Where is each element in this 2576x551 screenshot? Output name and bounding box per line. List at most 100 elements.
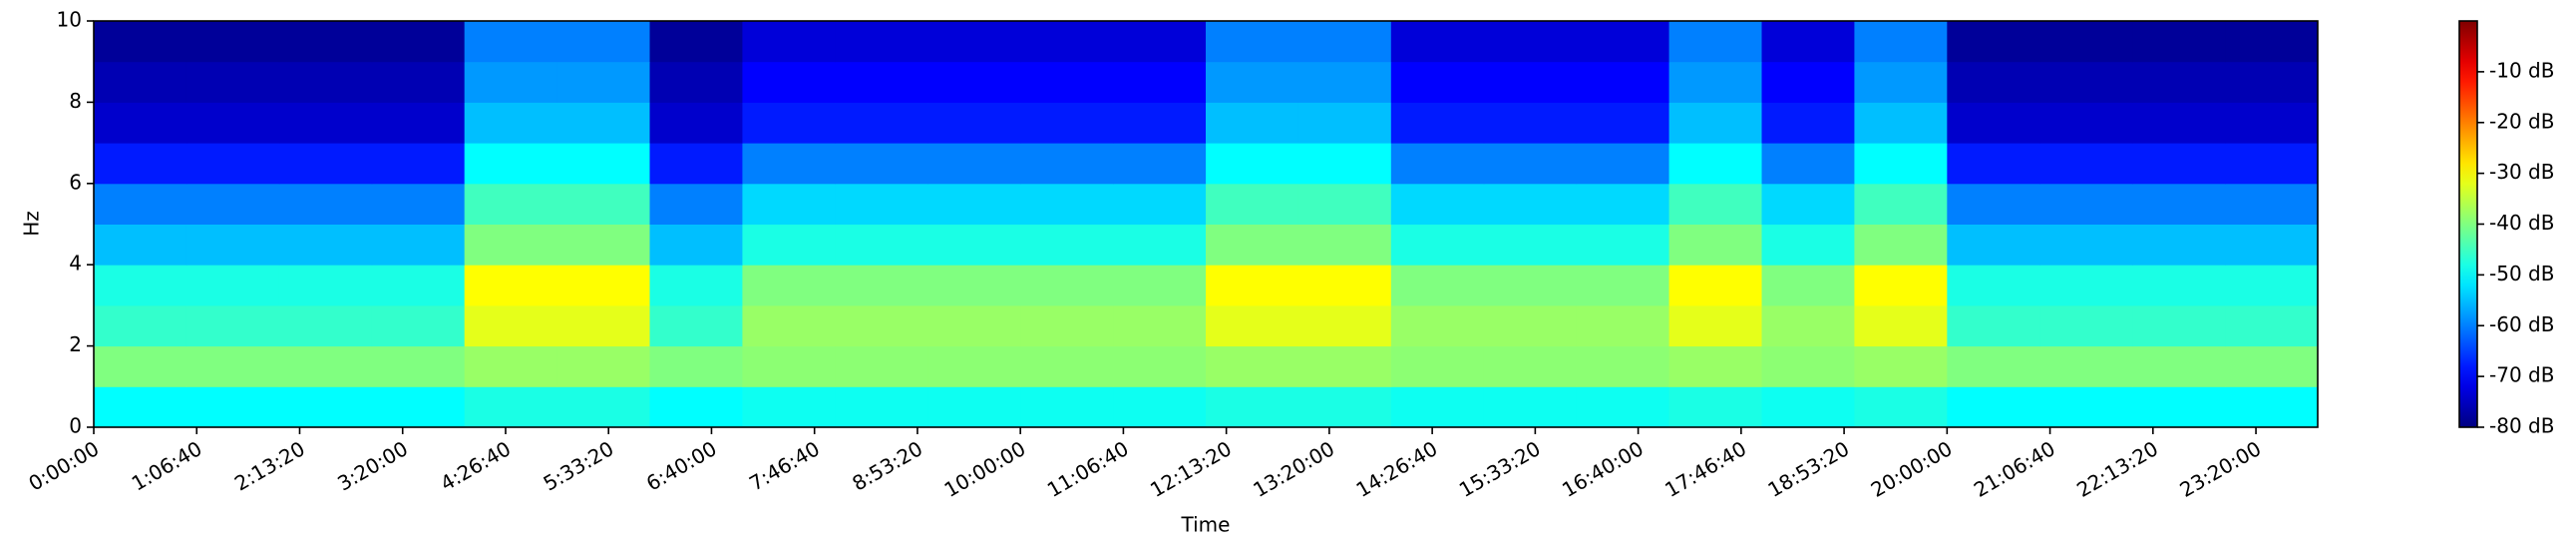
cell (649, 304, 743, 347)
cell (1576, 21, 1670, 63)
cell (835, 143, 928, 185)
x-tick-label: 18:53:20 (1764, 436, 1854, 502)
x-tick-label: 20:00:00 (1867, 436, 1957, 502)
cell (835, 102, 928, 144)
cell (185, 61, 280, 103)
cell (1113, 265, 1207, 306)
cell (94, 143, 187, 185)
cell (185, 265, 280, 306)
cell (835, 345, 928, 387)
cell (371, 183, 466, 225)
cell (2225, 102, 2319, 144)
cell (1206, 61, 1299, 103)
cell (556, 183, 650, 225)
cell (556, 61, 650, 103)
cell (464, 345, 558, 387)
cell (1668, 304, 1762, 347)
cell (835, 265, 928, 306)
cell (556, 265, 650, 306)
cell (1206, 304, 1299, 347)
cell (464, 265, 558, 306)
colorbar-tick-label: -80 dB (2489, 414, 2554, 438)
cell (742, 304, 836, 347)
y-tick-label: 8 (69, 89, 82, 113)
cell (371, 386, 466, 428)
cell (1668, 345, 1762, 387)
cell (185, 143, 280, 185)
cell (2039, 61, 2133, 103)
cell (2132, 304, 2226, 347)
cell (1668, 143, 1762, 185)
cell (1576, 386, 1670, 428)
cell (1947, 386, 2040, 428)
cell (927, 265, 1021, 306)
cell (2039, 345, 2133, 387)
cell (927, 183, 1021, 225)
cell (1947, 345, 2040, 387)
cell (1483, 345, 1578, 387)
cell (2132, 102, 2226, 144)
cell (1761, 224, 1855, 266)
cell (742, 143, 836, 185)
cell (927, 304, 1021, 347)
cell (927, 224, 1021, 266)
cell (1761, 21, 1855, 63)
cell (1483, 386, 1578, 428)
cell (1854, 102, 1948, 144)
cell (464, 21, 558, 63)
cell (94, 345, 187, 387)
cell (2132, 61, 2226, 103)
cell (1854, 304, 1948, 347)
cell (1761, 143, 1855, 185)
cell (556, 345, 650, 387)
cell (2132, 386, 2226, 428)
cell (1113, 345, 1207, 387)
cell (742, 386, 836, 428)
colorbar-tick-label: -50 dB (2489, 262, 2554, 285)
cell (1576, 304, 1670, 347)
colorbar-tick-label: -70 dB (2489, 363, 2554, 387)
cell (1576, 345, 1670, 387)
cell (1668, 102, 1762, 144)
cell (1206, 345, 1299, 387)
cell (185, 345, 280, 387)
cell (278, 224, 373, 266)
cell (1297, 102, 1392, 144)
cell (94, 183, 187, 225)
colorbar-tick-label: -10 dB (2489, 58, 2554, 82)
cell (2225, 304, 2319, 347)
cell (927, 143, 1021, 185)
cell (278, 183, 373, 225)
cell (1576, 143, 1670, 185)
cell (1947, 183, 2040, 225)
x-tick-label: 21:06:40 (1970, 436, 2059, 502)
cell (556, 224, 650, 266)
cell (371, 102, 466, 144)
cell (742, 224, 836, 266)
cell (1854, 386, 1948, 428)
cell (2039, 21, 2133, 63)
cell (742, 102, 836, 144)
cell (1297, 345, 1392, 387)
cell (835, 304, 928, 347)
cell (371, 265, 466, 306)
x-tick-label: 1:06:40 (128, 436, 206, 495)
colorbar-tick-label: -30 dB (2489, 160, 2554, 184)
cell (1576, 224, 1670, 266)
cell (1761, 61, 1855, 103)
cell (1483, 265, 1578, 306)
x-tick-label: 2:13:20 (230, 436, 309, 495)
cell (1113, 224, 1207, 266)
cell (2225, 386, 2319, 428)
cell (1206, 386, 1299, 428)
cell (2132, 183, 2226, 225)
cell (1668, 224, 1762, 266)
cell (371, 61, 466, 103)
cell (2225, 224, 2319, 266)
cell (1297, 183, 1392, 225)
cell (371, 345, 466, 387)
cell (1390, 21, 1485, 63)
x-tick-label: 23:20:00 (2176, 436, 2266, 502)
x-tick-label: 4:26:40 (436, 436, 515, 495)
cell (1576, 265, 1670, 306)
